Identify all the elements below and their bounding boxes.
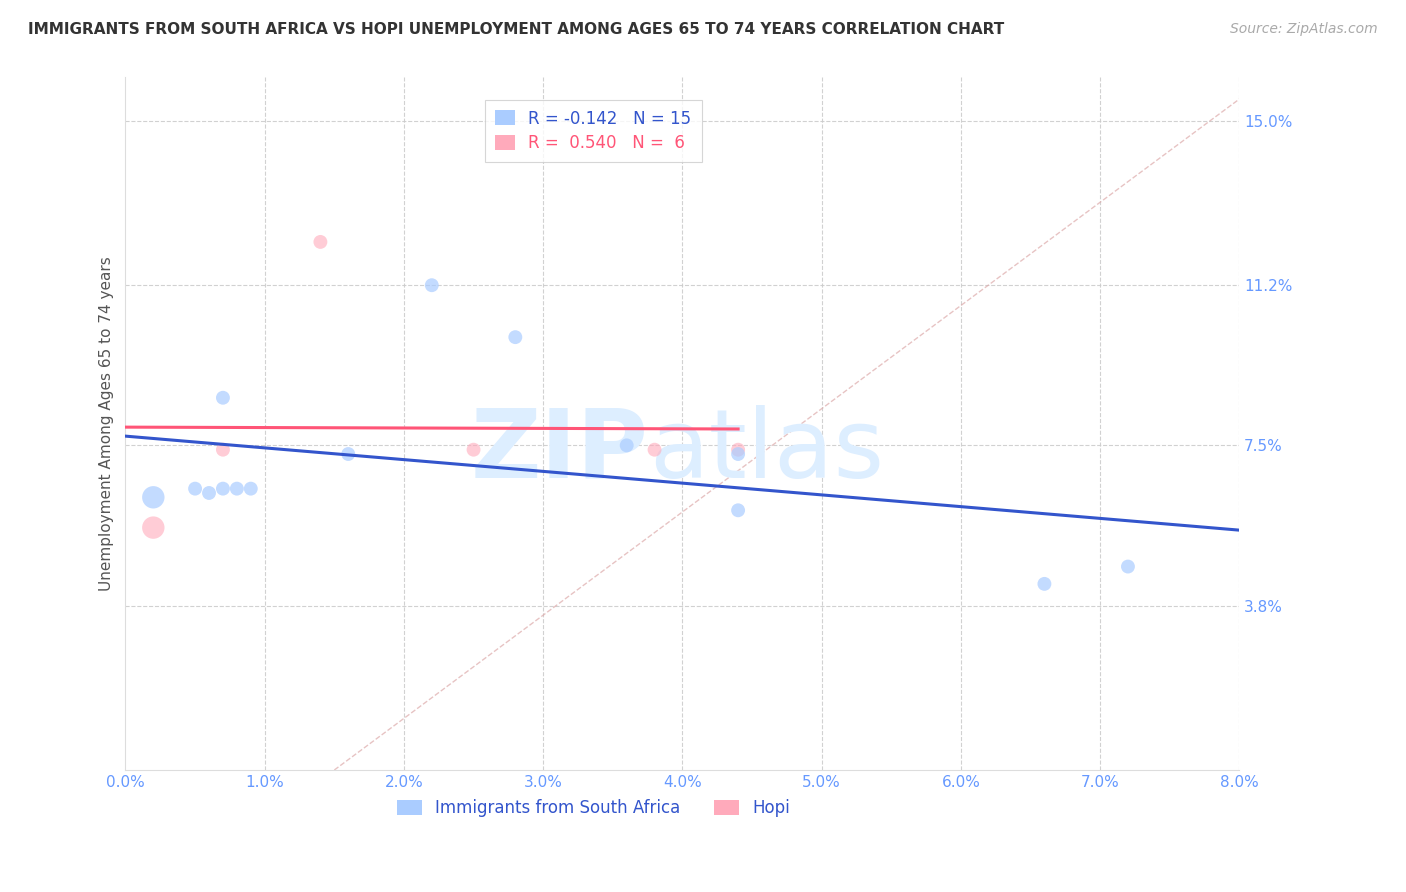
Text: atlas: atlas (650, 405, 884, 498)
Point (239, 482, 262, 496)
Point (212, 482, 235, 496)
Point (1116, 559, 1139, 574)
Text: IMMIGRANTS FROM SOUTH AFRICA VS HOPI UNEMPLOYMENT AMONG AGES 65 TO 74 YEARS CORR: IMMIGRANTS FROM SOUTH AFRICA VS HOPI UNE… (28, 22, 1004, 37)
Y-axis label: Unemployment Among Ages 65 to 74 years: Unemployment Among Ages 65 to 74 years (100, 256, 114, 591)
Point (727, 442, 749, 457)
Point (727, 447, 749, 461)
Text: Source: ZipAtlas.com: Source: ZipAtlas.com (1230, 22, 1378, 37)
Point (1033, 577, 1056, 591)
Point (337, 447, 360, 461)
Point (142, 491, 165, 505)
Point (505, 330, 527, 344)
Point (727, 503, 749, 517)
Point (420, 278, 443, 293)
Text: ZIP: ZIP (471, 405, 650, 498)
Point (212, 442, 235, 457)
Point (142, 520, 165, 534)
Point (463, 442, 485, 457)
Legend: Immigrants from South Africa, Hopi: Immigrants from South Africa, Hopi (389, 793, 796, 824)
Point (644, 442, 666, 457)
Point (309, 235, 332, 249)
Point (225, 482, 247, 496)
Point (184, 482, 207, 496)
Point (212, 391, 235, 405)
Point (198, 486, 221, 500)
Point (616, 438, 638, 452)
